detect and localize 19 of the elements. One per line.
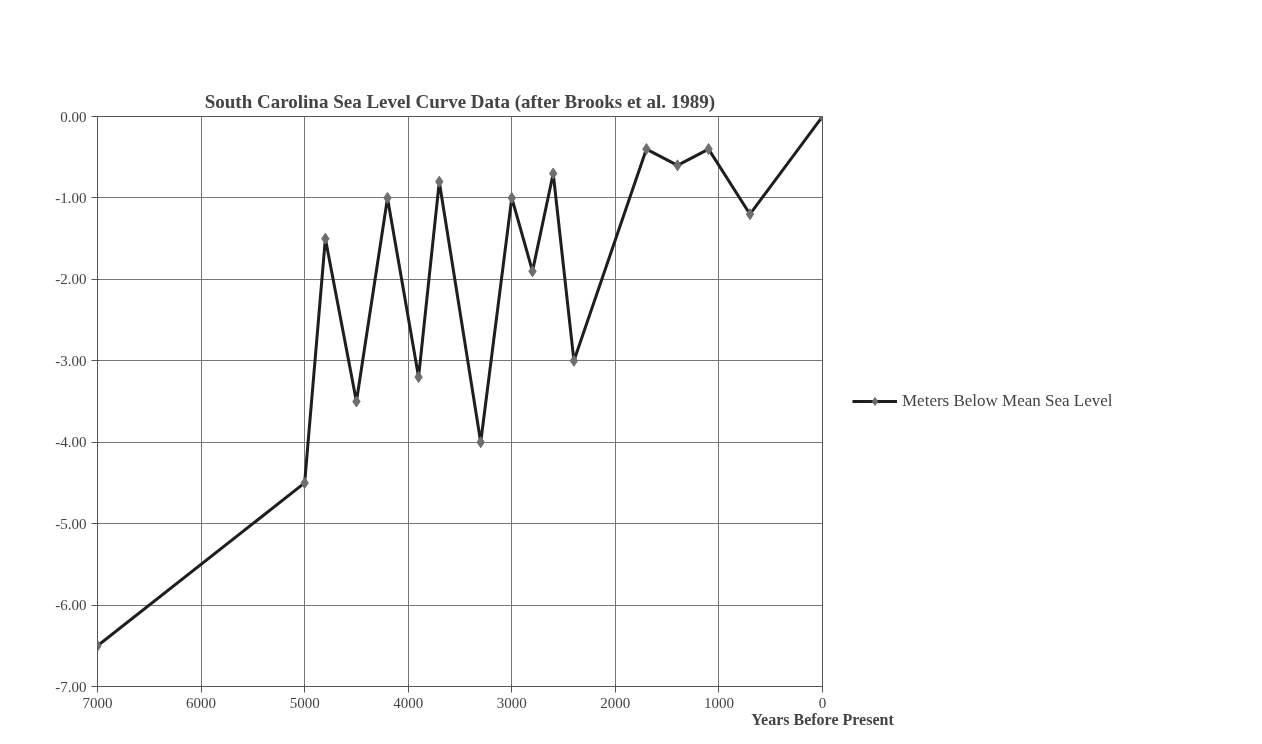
- y-tick-label: -2.00: [55, 271, 87, 288]
- y-tick-label: 0.00: [60, 108, 87, 125]
- x-tick-label: 0: [818, 694, 827, 711]
- y-tick-label: -3.00: [55, 352, 87, 369]
- x-tick-label: 3000: [496, 694, 527, 711]
- y-tick-label: -5.00: [55, 515, 87, 532]
- x-tick-label: 6000: [186, 694, 217, 711]
- x-axis-title: Years Before Present: [751, 710, 895, 728]
- y-tick-label: -7.00: [55, 678, 87, 695]
- x-tick-label: 4000: [393, 694, 424, 711]
- x-tick-label: 1000: [703, 694, 734, 711]
- y-tick-label: -1.00: [55, 189, 87, 206]
- x-tick-label: 7000: [82, 694, 113, 711]
- y-tick-label: -4.00: [55, 434, 87, 451]
- x-tick-label: 5000: [289, 694, 320, 711]
- x-tick-label: 2000: [600, 694, 631, 711]
- legend-label: Meters Below Mean Sea Level: [902, 391, 1113, 411]
- chart-title: South Carolina Sea Level Curve Data (after Brooks et al. 1989): [204, 90, 715, 113]
- y-tick-label: -6.00: [55, 597, 87, 614]
